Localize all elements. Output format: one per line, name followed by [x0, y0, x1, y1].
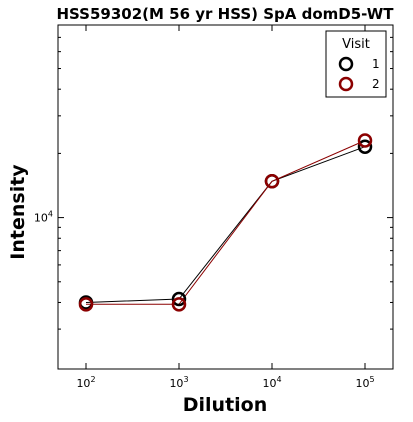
legend-label: 2 [372, 77, 380, 91]
series-marker [78, 297, 94, 312]
legend-marker [338, 76, 354, 92]
x-tick-label-base: 10 [262, 377, 276, 390]
series-marker [357, 133, 373, 148]
series-line [86, 140, 366, 305]
series-marker [264, 174, 280, 189]
x-tick-label-base: 10 [169, 377, 183, 390]
series-marker [357, 139, 373, 154]
x-tick-label: 105 [355, 375, 374, 390]
x-tick-label-exponent: 5 [369, 375, 374, 384]
x-tick-label: 104 [262, 375, 281, 390]
legend-marker [338, 56, 354, 72]
x-tick-label-base: 10 [76, 377, 90, 390]
x-tick-label-base: 10 [355, 377, 369, 390]
legend-label: 1 [372, 57, 380, 71]
x-tick-label-exponent: 4 [276, 375, 281, 384]
y-ticks: 104 [34, 210, 393, 225]
y-axis-label: Intensity [7, 164, 29, 260]
series-line [85, 146, 366, 303]
y-tick-label: 104 [34, 210, 53, 225]
series-marker [171, 297, 187, 312]
chart-title: HSS59302(M 56 yr HSS) SpA domD5-WT [57, 5, 395, 23]
series-layer [78, 133, 373, 312]
y-minor-ticks [58, 36, 393, 330]
legend: Visit 12 [325, 30, 387, 98]
legend-entries: 12 [338, 56, 380, 92]
legend-title: Visit [342, 37, 370, 52]
x-ticks: 102 103 104 105 [76, 25, 375, 390]
x-tick-label-exponent: 3 [183, 375, 188, 384]
x-tick-label-exponent: 2 [90, 375, 95, 384]
y-tick-label-exponent: 4 [48, 210, 53, 219]
x-tick-label: 102 [76, 375, 95, 390]
series-marker [171, 291, 187, 307]
legend-box [325, 30, 387, 98]
x-tick-label: 103 [169, 375, 188, 390]
x-axis-label: Dilution [183, 394, 268, 416]
y-tick-label-base: 10 [34, 212, 48, 225]
